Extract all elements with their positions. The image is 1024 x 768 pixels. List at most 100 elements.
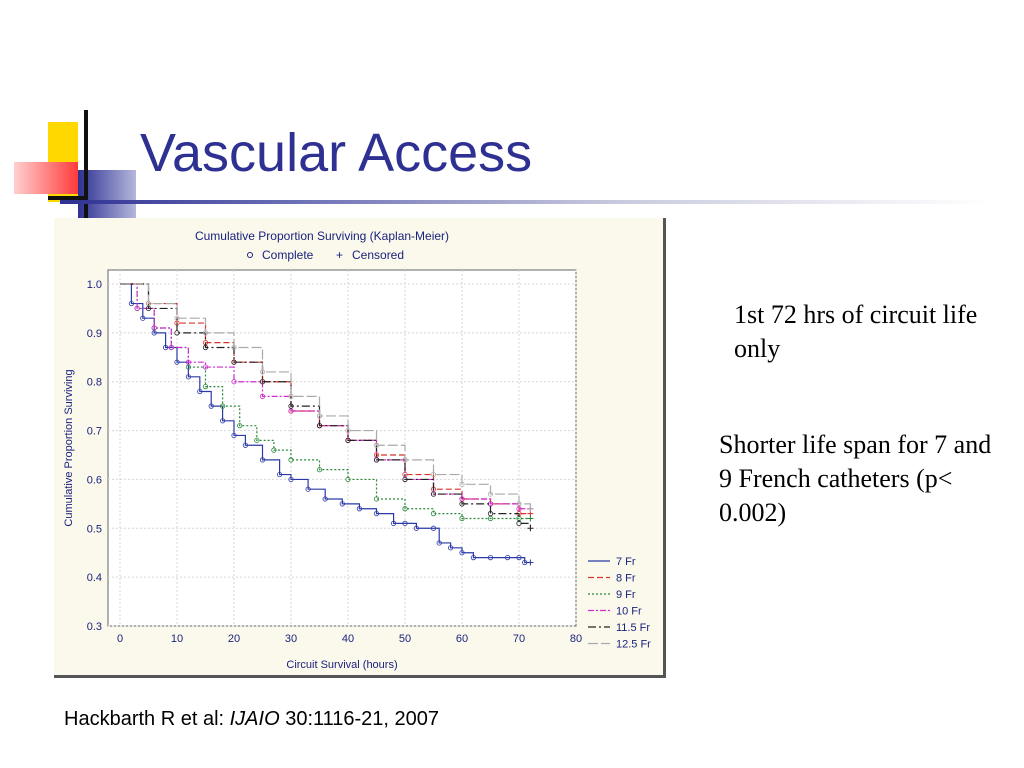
event-point [516, 554, 522, 561]
x-tick-label: 0 [117, 633, 123, 645]
event-point [231, 344, 237, 351]
event-point [174, 359, 180, 365]
event-point [208, 403, 214, 409]
event-point [373, 511, 380, 517]
event-point [402, 476, 408, 483]
complete-marker-icon [247, 252, 253, 258]
event-point [516, 501, 522, 507]
event-point [174, 315, 180, 321]
event-point [242, 442, 248, 448]
note-shorter-life-span: Shorter life span for 7 and 9 French cat… [719, 430, 992, 527]
event-point [487, 515, 494, 522]
deco-horizontal-line [48, 196, 88, 200]
survival-curves [120, 283, 534, 566]
event-point [202, 344, 209, 351]
event-point [402, 506, 408, 512]
event-point [430, 525, 437, 531]
x-tick-label: 80 [570, 633, 582, 645]
event-point [231, 359, 237, 365]
y-tick-label: 0.5 [87, 523, 102, 535]
event-point [516, 506, 522, 512]
event-point [271, 447, 277, 453]
event-point [373, 496, 380, 502]
event-point [220, 418, 226, 424]
chart-title: Cumulative Proportion Surviving (Kaplan-… [195, 229, 449, 243]
event-point [390, 520, 397, 526]
event-point [487, 554, 494, 561]
event-point [140, 315, 146, 321]
event-point [402, 520, 408, 526]
marker-legend-complete: Complete [262, 248, 314, 262]
event-point [470, 554, 476, 561]
event-point [288, 403, 294, 409]
y-tick-label: 1.0 [87, 279, 102, 291]
deco-red-block [14, 162, 78, 194]
event-point [288, 457, 294, 463]
event-point [259, 393, 266, 399]
legend-label: 11.5 Fr [616, 622, 650, 634]
title-underline [60, 200, 990, 204]
event-point [151, 330, 157, 336]
event-point [345, 476, 351, 483]
event-point [202, 330, 209, 336]
censor-mark [527, 559, 534, 566]
citation-journal: IJAIO [229, 708, 280, 730]
censor-mark [527, 505, 534, 512]
event-point [163, 344, 169, 351]
x-tick-label: 40 [342, 633, 354, 645]
event-point [322, 496, 328, 502]
censor-mark [527, 515, 534, 522]
event-point [145, 300, 152, 307]
event-point [356, 506, 362, 512]
event-point [168, 344, 174, 351]
y-tick-label: 0.6 [87, 474, 102, 486]
deco-vertical-line [84, 110, 88, 220]
x-tick-label: 30 [285, 633, 297, 645]
x-tick-label: 20 [228, 633, 240, 645]
note-first-72-hours: 1st 72 hrs of circuit life only [734, 300, 978, 363]
event-point [487, 511, 494, 517]
event-point [288, 393, 294, 399]
event-point [185, 364, 191, 370]
event-point [231, 379, 237, 385]
event-point [288, 408, 294, 414]
event-point [430, 471, 437, 478]
event-point [134, 305, 140, 312]
event-point [447, 545, 454, 551]
event-point [345, 437, 351, 443]
y-axis-label: Cumulative Proportion Surviving [63, 369, 75, 526]
event-point [373, 457, 380, 463]
event-point [254, 437, 260, 443]
series-line-12-5-fr [120, 283, 531, 509]
event-point [145, 305, 152, 312]
event-point [237, 423, 243, 429]
event-point [202, 364, 209, 370]
event-point [436, 540, 442, 546]
marker-legend-censored: Censored [352, 248, 404, 262]
legend-label: 10 Fr [616, 606, 642, 618]
event-point [459, 515, 465, 522]
event-point [259, 369, 266, 375]
event-point [459, 550, 465, 556]
citation-details: 30:1116-21, 2007 [279, 708, 440, 730]
legend-label: 12.5 Fr [616, 639, 651, 651]
x-tick-label: 60 [456, 633, 468, 645]
event-point [516, 520, 522, 526]
legend-label: 8 Fr [616, 573, 636, 585]
y-tick-labels: 1.0 0.9 0.8 0.7 0.6 0.5 0.4 0.3 [87, 279, 102, 633]
event-point [339, 501, 345, 507]
x-axis-label: Circuit Survival (hours) [286, 659, 397, 671]
marker-legend: Complete + Censored [247, 248, 404, 262]
citation: Hackbarth R et al: IJAIO 30:1116-21, 200… [64, 708, 439, 731]
event-point [185, 374, 191, 380]
slide-title: Vascular Access [140, 123, 533, 183]
event-point [413, 525, 419, 531]
event-point [459, 501, 465, 507]
event-point [522, 559, 528, 566]
event-point [373, 442, 380, 448]
event-point [259, 457, 266, 463]
citation-authors: Hackbarth R et al: [64, 708, 230, 730]
y-tick-label: 0.8 [87, 377, 102, 389]
event-point [259, 379, 266, 385]
kaplan-meier-chart: Cumulative Proportion Surviving (Kaplan-… [63, 229, 651, 671]
